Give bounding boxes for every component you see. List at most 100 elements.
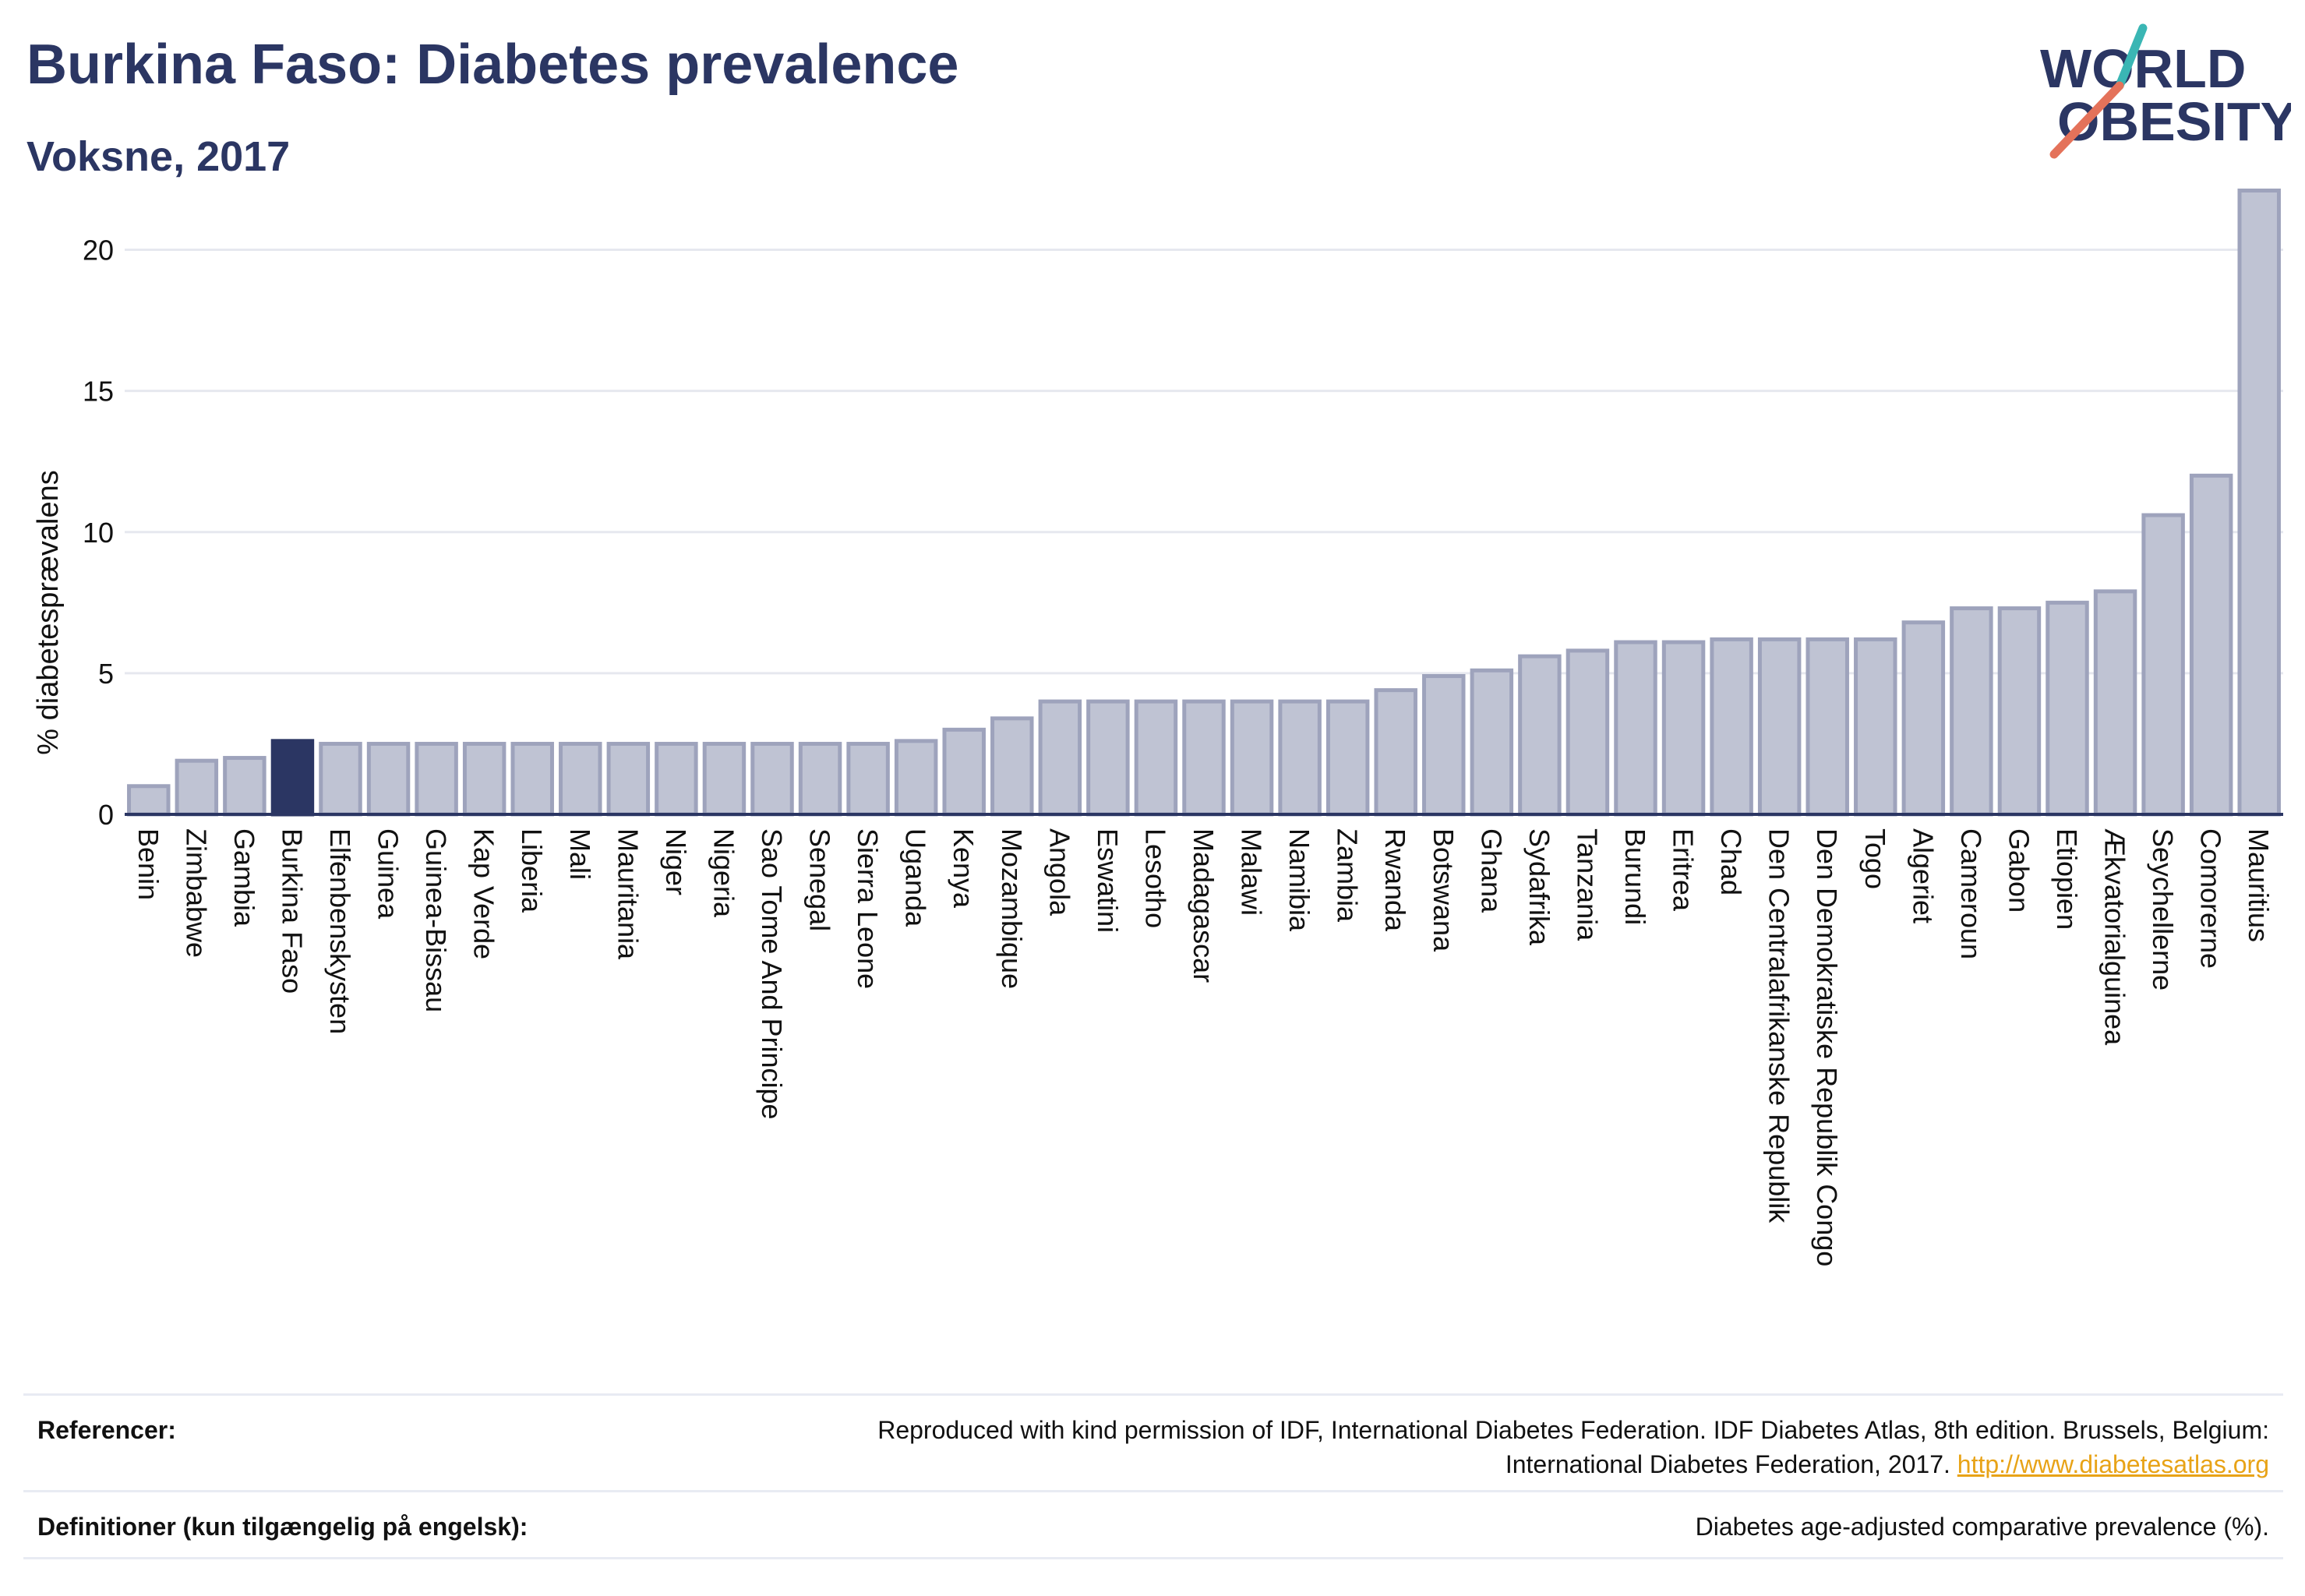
bar-chad: [1710, 637, 1753, 817]
bar-den-centralafrikanske-republik: [1757, 637, 1802, 817]
x-tick-label: Eritrea: [1668, 828, 1700, 912]
x-tick-label: Lesotho: [1139, 828, 1171, 928]
x-tick-label: Liberia: [516, 828, 548, 913]
x-axis-ticks: Benin Zimbabwe Gambia Burkina Faso Elfenbens…: [132, 828, 2275, 1266]
y-tick-label: 20: [83, 235, 114, 267]
gridlines: [125, 249, 2283, 675]
bar-guinea-bissau: [415, 741, 458, 817]
bar-eswatini: [1086, 699, 1130, 817]
bar-etiopien: [2046, 600, 2089, 817]
x-tick-label: Eswatini: [1092, 828, 1124, 933]
bar-sao-tome-and-principe: [750, 741, 794, 817]
x-tick-label: Tanzania: [1571, 828, 1603, 941]
bar-madagascar: [1182, 699, 1226, 817]
x-tick-label: Gambia: [228, 828, 260, 927]
x-tick-label: Guinea-Bissau: [420, 828, 452, 1012]
bar-senegal: [798, 741, 842, 817]
references-line-2-text: International Diabetes Federation, 2017.: [1505, 1450, 1950, 1478]
x-tick-label: Cameroun: [1955, 828, 1987, 959]
x-tick-label: Sydafrika: [1523, 828, 1555, 946]
bar-lesotho: [1134, 699, 1178, 817]
x-tick-label: Ghana: [1475, 828, 1507, 913]
x-tick-label: Niger: [660, 828, 692, 895]
bar-gabon: [1997, 606, 2042, 817]
bar-zimbabwe: [175, 758, 219, 817]
x-tick-label: Malawi: [1236, 828, 1268, 916]
x-tick-label: Mauritania: [612, 828, 644, 960]
references-row: Referencer: Reproduced with kind permiss…: [23, 1393, 2283, 1492]
bar-sierra-leone: [846, 741, 890, 817]
bar-kenya: [942, 727, 986, 817]
logo-line-world: WORLD: [2040, 38, 2246, 99]
bar-gambia: [223, 756, 267, 817]
x-tick-label: Burkina Faso: [276, 828, 308, 994]
x-tick-label: Rwanda: [1379, 828, 1411, 932]
chart-title: Burkina Faso: Diabetes prevalence: [26, 34, 959, 96]
bar-uganda: [894, 739, 938, 817]
bar-kap-verde: [462, 741, 507, 817]
bar-rwanda: [1374, 688, 1417, 817]
x-tick-label: Senegal: [804, 828, 836, 931]
references-text: Reproduced with kind permission of IDF, …: [877, 1413, 2269, 1481]
x-tick-label: Namibia: [1283, 828, 1315, 932]
y-tick-label: 15: [83, 376, 114, 408]
bar-angola: [1038, 699, 1082, 817]
x-tick-label: Sao Tome And Principe: [756, 828, 788, 1120]
x-tick-label: Elfenbenskysten: [324, 828, 356, 1034]
bar-burkina-faso: [270, 739, 315, 817]
bar-zambia: [1325, 699, 1370, 817]
bar-eritrea: [1661, 640, 1706, 817]
y-axis-ticks: 0 5 10 15 20: [83, 235, 114, 831]
definitions-row: Definitioner (kun tilgængelig på engelsk…: [23, 1490, 2283, 1559]
definitions-text: Diabetes age-adjusted comparative preval…: [1695, 1513, 2269, 1541]
world-obesity-logo: WORLD OBESITY: [2040, 23, 2291, 159]
bar-namibia: [1278, 699, 1322, 817]
bar-togo: [1854, 637, 1897, 817]
x-tick-label: Seychellerne: [2147, 828, 2179, 990]
bar-mali: [559, 741, 602, 817]
references-link[interactable]: http://www.diabetesatlas.org: [1957, 1450, 2269, 1478]
x-tick-label: Gabon: [2003, 828, 2035, 913]
bar-mauritania: [606, 741, 651, 817]
x-tick-label: Zimbabwe: [180, 828, 212, 958]
bar-botswana: [1422, 674, 1466, 817]
bar-nigeria: [702, 741, 747, 817]
x-tick-label: Mali: [564, 828, 596, 880]
x-tick-label: Togo: [1859, 828, 1891, 889]
bar-burundi: [1614, 640, 1657, 817]
x-tick-label: Etiopien: [2051, 828, 2083, 930]
x-tick-label: Madagascar: [1188, 828, 1220, 983]
bar-malawi: [1230, 699, 1274, 817]
references-line-1: Reproduced with kind permission of IDF, …: [877, 1416, 2269, 1444]
x-tick-label: Benin: [132, 828, 164, 900]
bar-ghana: [1470, 668, 1514, 817]
x-tick-label: Sierra Leone: [852, 828, 884, 989]
x-tick-label: Ækvatorialguinea: [2099, 828, 2131, 1046]
references-line-2: International Diabetes Federation, 2017.…: [877, 1447, 2269, 1481]
bar-benin: [127, 784, 171, 817]
x-tick-label: Chad: [1715, 828, 1747, 895]
bar-elfenbenskysten: [319, 741, 362, 817]
x-tick-label: Den Demokratiske Republik Congo: [1811, 828, 1843, 1266]
footer-bottom-border: [23, 1557, 2283, 1559]
x-tick-label: Kenya: [948, 828, 980, 909]
x-tick-label: Burundi: [1619, 828, 1651, 925]
x-tick-label: Angola: [1043, 828, 1075, 916]
x-tick-label: Mozambique: [996, 828, 1028, 989]
x-tick-label: Botswana: [1428, 828, 1460, 952]
bar-ækvatorialguinea: [2093, 589, 2137, 817]
bar-mauritius: [2237, 188, 2281, 817]
x-tick-label: Den Centralafrikanske Republik: [1763, 828, 1795, 1223]
bar-tanzania: [1565, 648, 1610, 817]
bar-cameroun: [1950, 606, 1993, 817]
x-tick-label: Kap Verde: [468, 828, 500, 959]
definitions-label: Definitioner (kun tilgængelig på engelsk…: [37, 1513, 528, 1541]
x-tick-label: Mauritius: [2243, 828, 2275, 942]
x-tick-label: Guinea: [372, 828, 404, 920]
bar-guinea: [366, 741, 411, 817]
bar-seychellerne: [2141, 513, 2185, 817]
bar-comorerne: [2189, 473, 2233, 817]
y-axis-label: % diabetesprævalens: [32, 470, 65, 754]
bars: [125, 188, 2283, 817]
logo-line-obesity: OBESITY: [2057, 91, 2291, 152]
